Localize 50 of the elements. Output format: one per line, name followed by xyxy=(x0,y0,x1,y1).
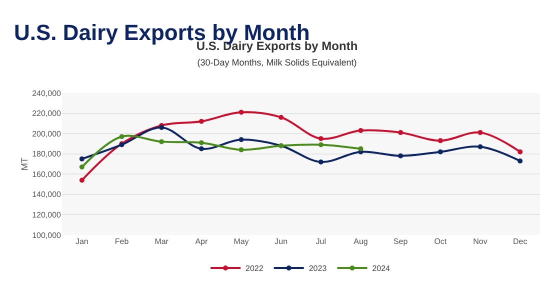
x-tick-label: Apr xyxy=(195,237,208,246)
y-tick-label: 240,000 xyxy=(32,88,62,98)
point xyxy=(518,149,523,154)
y-tick-label: 140,000 xyxy=(32,190,62,200)
y-tick-label: 220,000 xyxy=(32,109,62,118)
point xyxy=(478,130,483,136)
point xyxy=(79,156,84,162)
point xyxy=(238,110,244,115)
point xyxy=(119,134,124,140)
x-tick-label: Dec xyxy=(512,237,528,246)
y-tick-label: 180,000 xyxy=(32,150,62,159)
point xyxy=(518,158,523,164)
x-tick-label: Jun xyxy=(274,237,288,246)
point xyxy=(358,128,364,134)
point xyxy=(398,153,404,158)
point xyxy=(238,147,244,152)
point xyxy=(358,146,364,152)
chart-subtitle: (30-Day Months, Milk Solids Equivalent) xyxy=(197,58,357,68)
point xyxy=(198,146,204,152)
point xyxy=(198,140,204,146)
point xyxy=(318,142,324,148)
point xyxy=(159,139,164,144)
point xyxy=(318,136,324,142)
x-tick-label: Jan xyxy=(75,237,88,246)
point xyxy=(198,118,204,124)
point xyxy=(438,149,443,154)
x-tick-label: Jul xyxy=(316,237,326,246)
legend-label: 2023 xyxy=(308,264,328,274)
point xyxy=(238,137,244,142)
point xyxy=(398,130,404,136)
point xyxy=(478,144,483,150)
point xyxy=(318,159,324,164)
legend-label: 2022 xyxy=(246,264,264,274)
point xyxy=(278,114,284,120)
legend-label: 2024 xyxy=(372,264,391,274)
x-tick-label: Feb xyxy=(114,237,130,246)
x-tick-label: Mar xyxy=(154,237,169,246)
x-tick-label: Aug xyxy=(354,237,368,246)
y-axis-title: MT xyxy=(19,157,30,170)
x-tick-label: May xyxy=(234,237,249,246)
y-tick-label: 160,000 xyxy=(32,170,62,179)
point xyxy=(79,178,84,183)
y-tick-label: 100,000 xyxy=(32,230,62,240)
x-tick-label: Nov xyxy=(473,237,488,246)
y-tick-label: 200,000 xyxy=(32,129,62,138)
point xyxy=(438,138,443,144)
y-tick-label: 120,000 xyxy=(32,210,62,220)
point xyxy=(79,164,84,170)
x-tick-label: Oct xyxy=(434,237,448,246)
x-tick-label: Sep xyxy=(393,237,408,246)
